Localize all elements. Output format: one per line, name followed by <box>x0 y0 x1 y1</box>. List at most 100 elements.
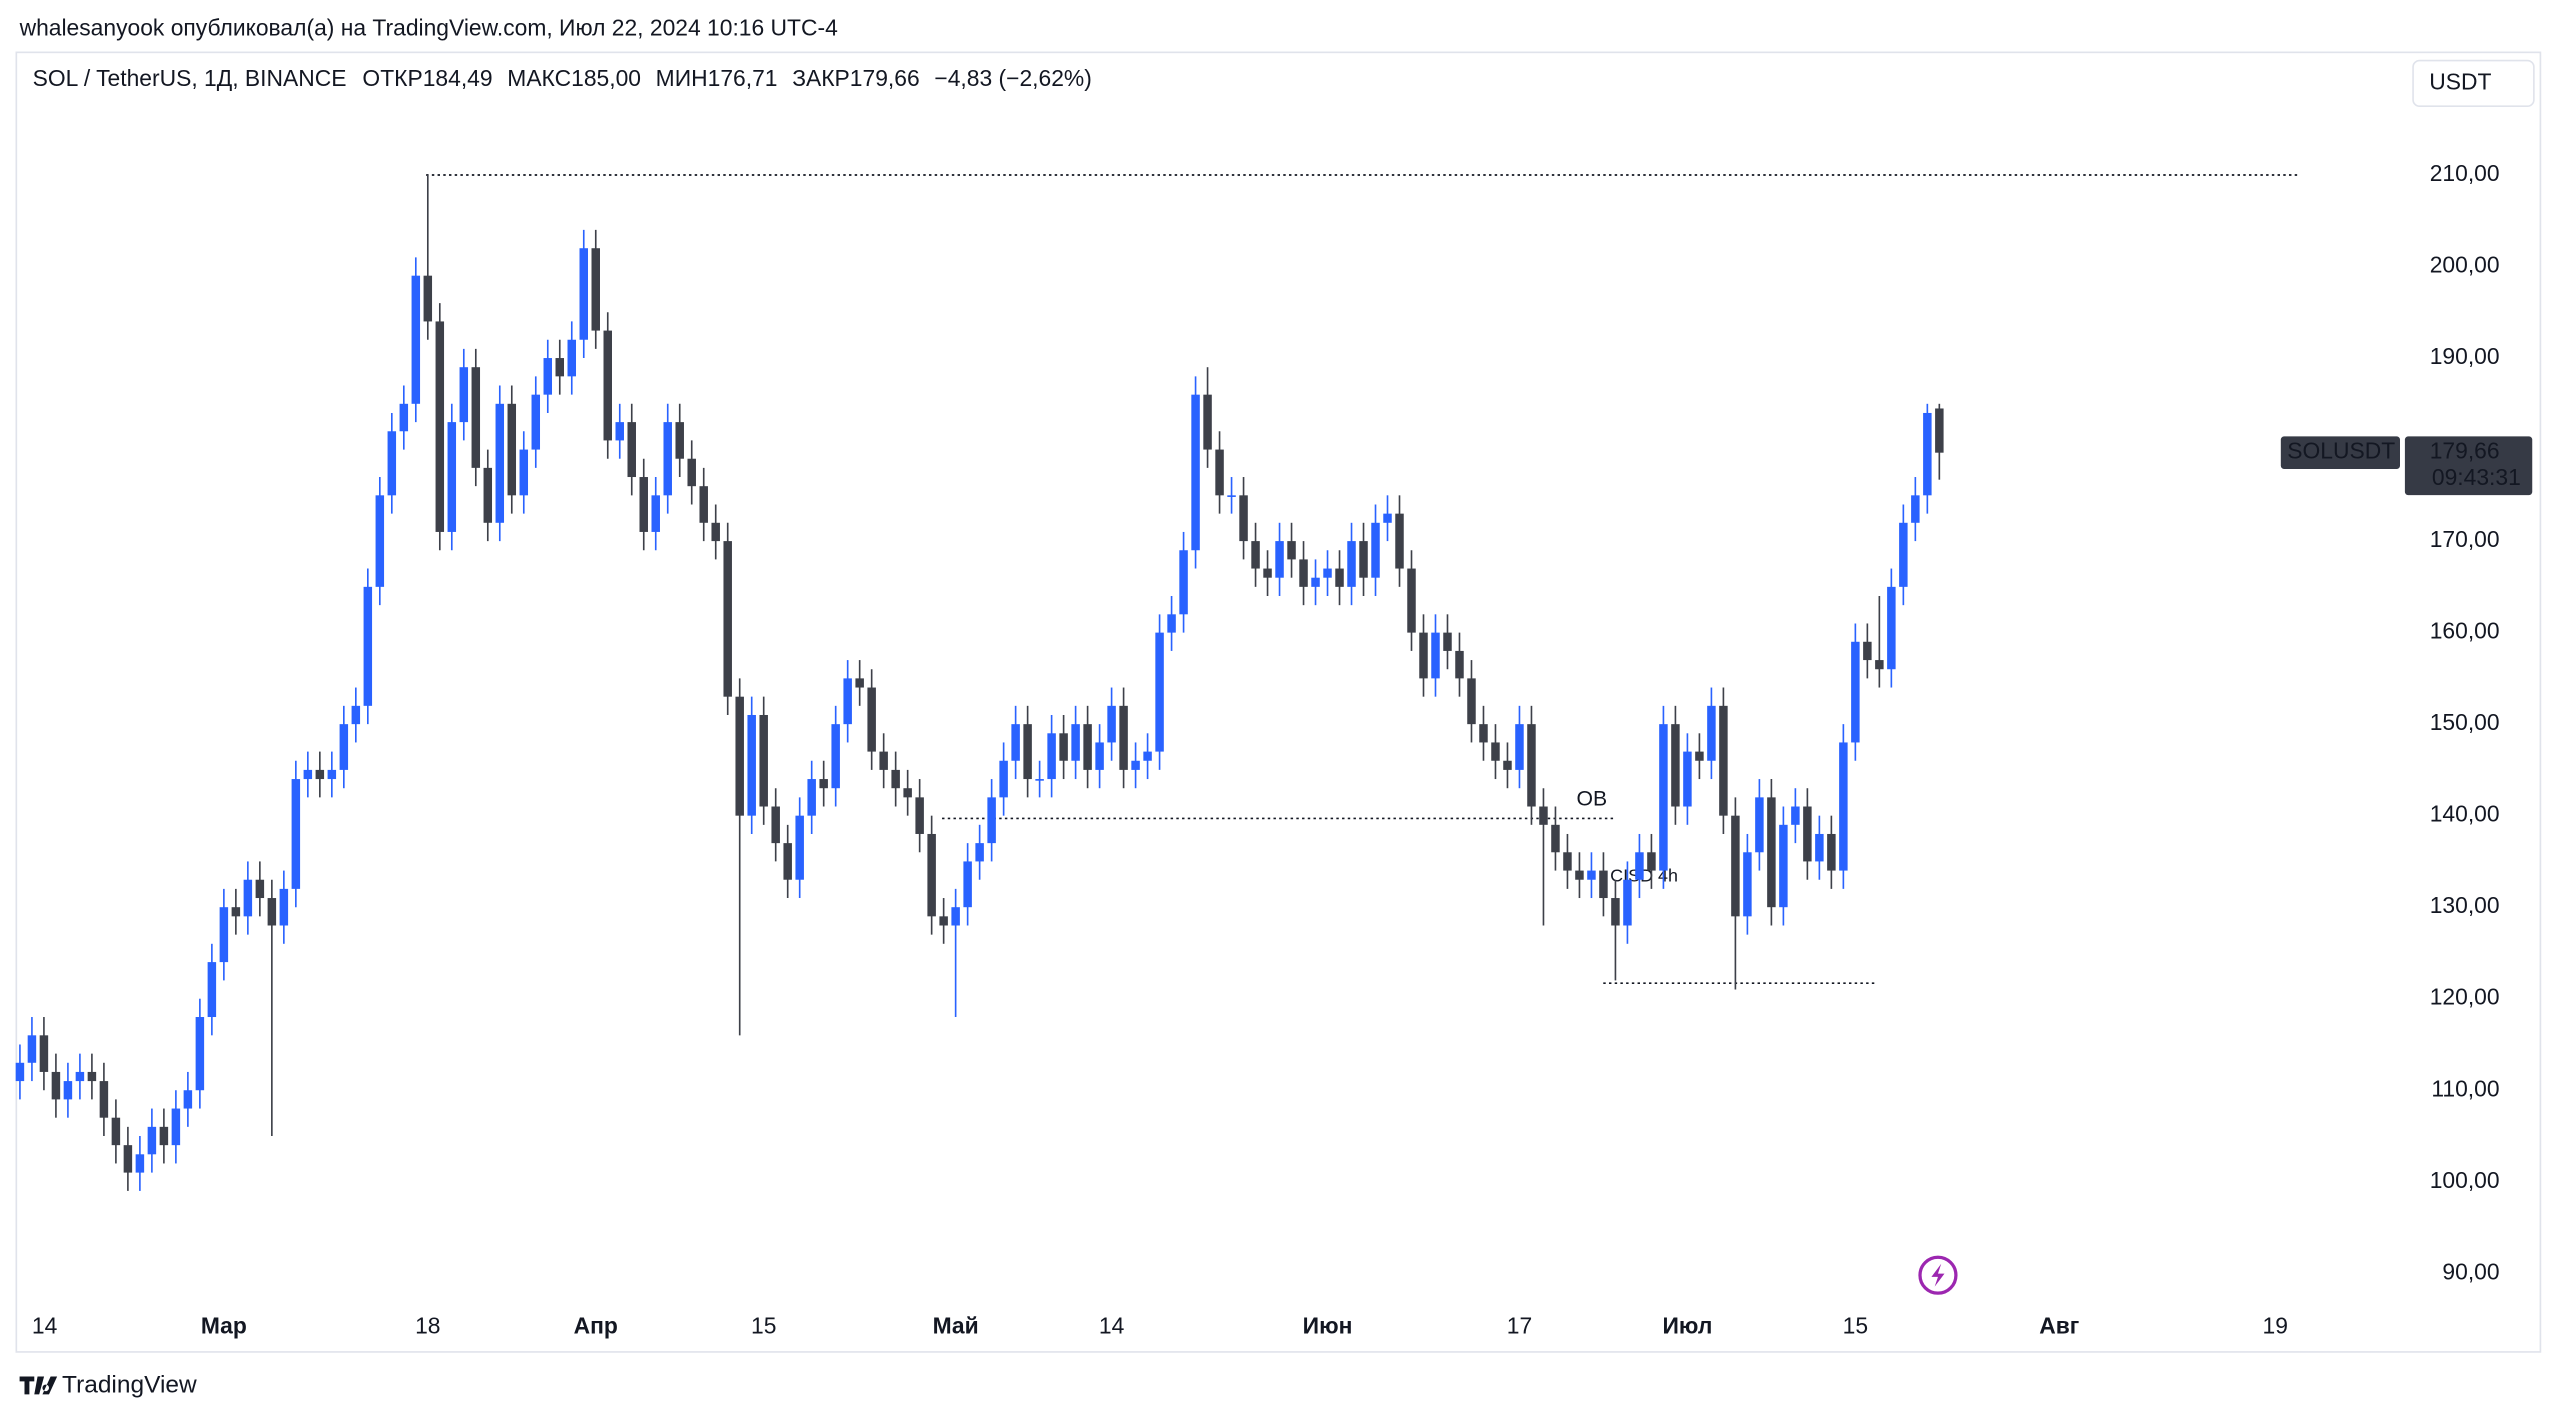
candle-body <box>483 467 493 523</box>
candle-body <box>327 769 337 780</box>
candle-body <box>1143 751 1152 761</box>
candle-body <box>663 422 672 496</box>
candle-body <box>195 1017 205 1091</box>
candle-body <box>1215 449 1224 496</box>
candle-body <box>1131 760 1140 770</box>
candle-body <box>1311 577 1320 587</box>
candle-body <box>1611 898 1620 926</box>
candle-body <box>399 403 409 432</box>
candle-body <box>1647 852 1656 871</box>
ohlc-value: 179,66 <box>850 65 920 91</box>
x-tick-label: Мар <box>201 1312 247 1338</box>
candle-body <box>1767 797 1776 908</box>
candle-body <box>1491 742 1500 761</box>
ohlc-label: ЗАКР <box>792 65 850 91</box>
candle-body <box>27 1035 37 1063</box>
candle-body <box>183 1090 193 1109</box>
candle-body <box>99 1081 109 1118</box>
candle-body <box>1287 541 1296 560</box>
symbol-tag-bg <box>2280 436 2400 470</box>
candle-body <box>711 522 720 542</box>
candle-body <box>951 907 960 926</box>
candle-body <box>315 769 325 780</box>
candle-body <box>735 696 744 816</box>
candle-body <box>1515 724 1524 770</box>
candle-body <box>1071 724 1080 761</box>
candle-body <box>1659 724 1668 871</box>
candle-body <box>1083 724 1092 770</box>
candle-body <box>651 495 660 532</box>
candle-body <box>687 458 696 487</box>
x-tick-label: Июн <box>1303 1312 1353 1338</box>
candle-body <box>1587 870 1596 880</box>
candle-body <box>1467 678 1476 725</box>
candle-body <box>879 751 888 770</box>
candle-body <box>15 1062 25 1082</box>
y-tick-label: 130,00 <box>2430 892 2500 918</box>
candle-body <box>1335 568 1344 587</box>
candle-body <box>1575 870 1584 880</box>
candle-body <box>915 797 924 834</box>
candle-body <box>171 1108 181 1146</box>
candle-body <box>1191 394 1200 551</box>
y-tick-label: 210,00 <box>2430 160 2500 186</box>
candle-body <box>1023 724 1032 780</box>
candle-body <box>51 1071 61 1100</box>
x-tick-label: 14 <box>1099 1312 1125 1338</box>
candle-body <box>1119 705 1128 770</box>
x-tick-label: 19 <box>2263 1312 2288 1338</box>
publisher: whalesanyook опубликовал(а) на TradingVi… <box>19 15 839 41</box>
ohlc-label: МИН <box>656 65 708 91</box>
candle-body <box>219 907 229 963</box>
candle-body <box>627 422 636 478</box>
y-tick-label: 110,00 <box>2431 1075 2499 1101</box>
candle-body <box>1671 724 1680 807</box>
candle-body <box>1899 522 1908 587</box>
candle-body <box>147 1126 157 1155</box>
candle-body <box>1875 660 1884 670</box>
candle-body <box>1755 797 1764 853</box>
candle-body <box>1731 815 1740 917</box>
candle-body <box>1695 751 1704 761</box>
y-tick-label: 140,00 <box>2430 801 2500 827</box>
candle-body <box>1803 806 1812 862</box>
candle-body <box>1323 568 1332 578</box>
candle-body <box>1779 824 1788 908</box>
currency[interactable]: USDT <box>2429 68 2491 94</box>
news-icon-bolt <box>1931 1263 1945 1287</box>
candle-body <box>891 769 900 789</box>
candle-body <box>1299 559 1308 587</box>
y-tick-label: 160,00 <box>2430 618 2500 644</box>
news-icon[interactable] <box>1918 1255 1958 1295</box>
currency-button[interactable] <box>2412 59 2535 108</box>
x-tick-label: Апр <box>574 1312 618 1338</box>
candle-body <box>963 861 972 908</box>
candle-body <box>1791 806 1800 825</box>
candle-body <box>159 1126 169 1146</box>
ohlc-value: 185,00 <box>571 65 641 91</box>
candle-body <box>1923 412 1932 496</box>
candle-body <box>1839 742 1848 871</box>
candle-body <box>363 586 373 706</box>
candle-body <box>63 1081 73 1100</box>
candle-body <box>927 833 936 917</box>
candle-body <box>543 358 553 395</box>
annotation: OB <box>1577 788 1608 811</box>
candle-body <box>1707 705 1716 761</box>
x-tick-label: Авг <box>2039 1312 2079 1338</box>
candle-body <box>1455 650 1464 679</box>
candle-body <box>855 678 864 688</box>
candle-body <box>1683 751 1692 807</box>
y-tick-label: 200,00 <box>2430 252 2500 278</box>
candle-body <box>303 769 313 780</box>
candle-body <box>495 403 505 523</box>
candle-body <box>639 477 648 532</box>
candle-body <box>1563 852 1572 871</box>
annotation: CISD 4h <box>1610 866 1678 886</box>
candle-body <box>1239 495 1248 542</box>
candle-body <box>843 678 852 725</box>
candle-body <box>339 724 349 770</box>
candle-body <box>39 1035 49 1072</box>
brand-logo <box>19 1376 58 1395</box>
